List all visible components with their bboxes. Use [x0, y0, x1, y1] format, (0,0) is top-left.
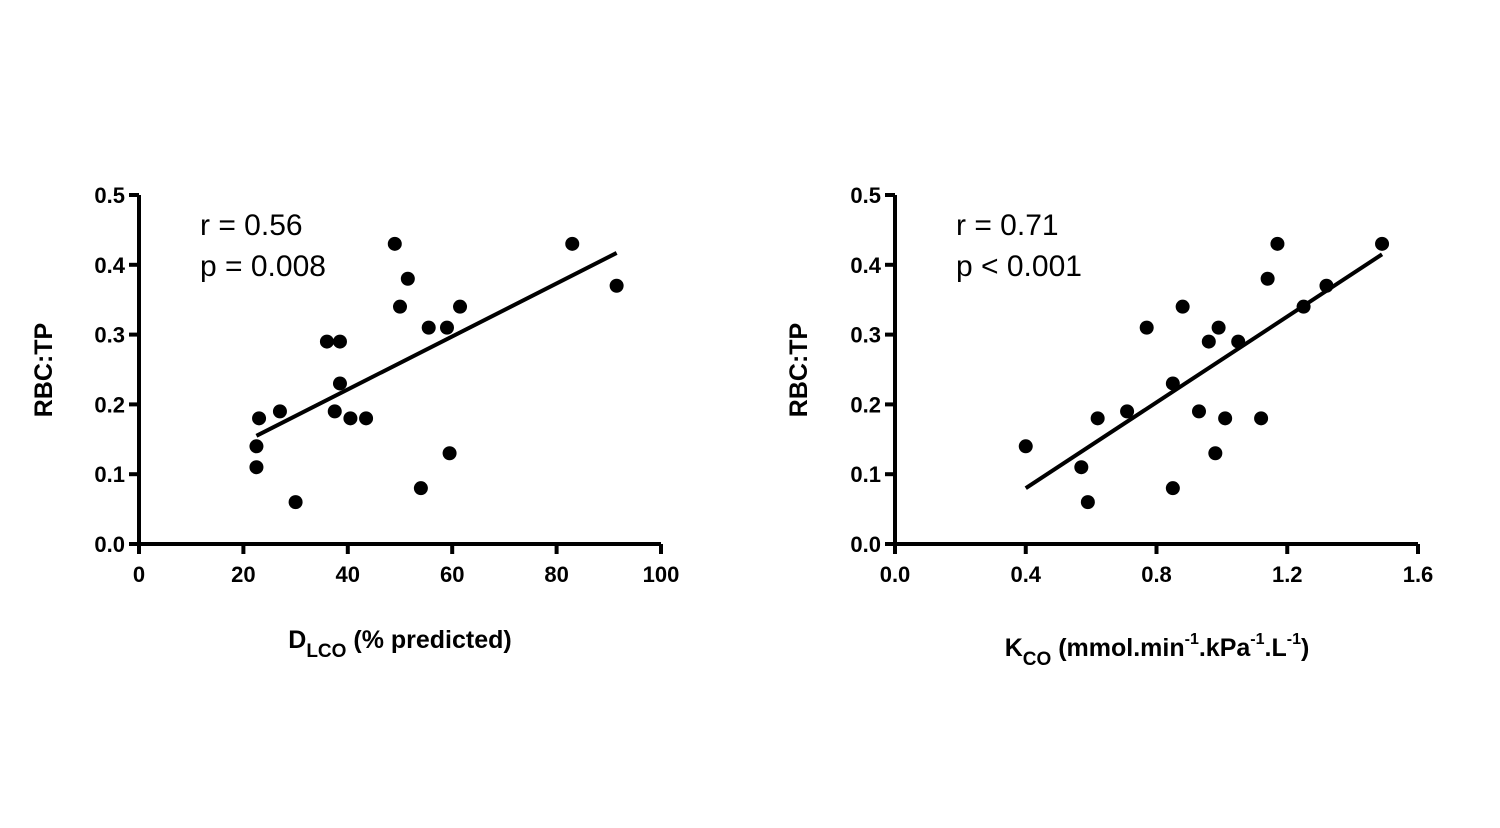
y-tick-label: 0.4: [94, 253, 125, 278]
data-point: [1139, 320, 1154, 335]
x-tick-label: 0.4: [1010, 562, 1041, 587]
x-axis-title: KCO (mmol.min-1.kPa-1.L-1): [1005, 631, 1310, 670]
data-points: [1018, 236, 1390, 510]
data-point: [272, 404, 287, 419]
y-tick-label: 0.5: [850, 183, 881, 208]
regression-line: [255, 251, 618, 438]
data-points: [249, 236, 624, 510]
x-tick-label: 0.8: [1141, 562, 1172, 587]
data-point: [1165, 376, 1180, 391]
data-point: [1120, 404, 1135, 419]
y-tick-label: 0.3: [850, 323, 881, 348]
x-axis-title-sub: LCO: [306, 641, 346, 662]
data-point: [393, 299, 407, 314]
x-axis-title-rest: (% predicted): [346, 626, 511, 654]
data-point: [1260, 271, 1275, 286]
x-tick-label: 1.2: [1272, 562, 1303, 587]
data-point: [1080, 495, 1095, 510]
data-point: [1208, 446, 1223, 461]
data-point: [343, 411, 358, 426]
data-point: [400, 271, 415, 286]
data-point: [439, 320, 454, 335]
data-point: [1090, 411, 1105, 426]
data-point: [249, 439, 264, 454]
data-point: [1165, 481, 1180, 496]
y-axis-title: RBC:TP: [30, 323, 58, 417]
data-point: [421, 320, 436, 335]
axes: 0.0 0.1 0.2 0.3 0.4 0.5 0 20 40 60 80 100: [94, 183, 679, 587]
y-tick-label: 0.2: [850, 392, 881, 417]
chart-dlco: 0.00.10.20.30.40.50 20 40 60 80 100 r = 0.56 …: [30, 183, 679, 662]
x-axis-title-sup-3: -1: [1287, 631, 1301, 648]
y-tick-label: 0.0: [94, 532, 125, 557]
y-tick-label: 0.1: [94, 462, 125, 487]
x-tick-label: 0.0: [880, 562, 911, 587]
data-point: [609, 278, 624, 293]
data-point: [1175, 299, 1190, 314]
x-tick-label: 0: [133, 562, 145, 587]
data-point: [332, 376, 347, 391]
data-point: [453, 299, 468, 314]
x-tick-label: 100: [643, 562, 680, 587]
x-axis-title: DLCO (% predicted): [288, 626, 511, 662]
x-tick-label: 40: [336, 562, 360, 587]
data-point: [1319, 278, 1334, 293]
data-point: [1201, 334, 1216, 349]
data-point: [1218, 411, 1233, 426]
data-point: [442, 446, 457, 461]
y-tick-label: 0.2: [94, 392, 125, 417]
data-point: [1270, 236, 1285, 251]
data-point: [413, 481, 428, 496]
p-annotation: p < 0.001: [956, 250, 1082, 283]
data-point: [1211, 320, 1226, 335]
data-point: [1018, 439, 1033, 454]
data-point: [327, 404, 342, 419]
data-point: [1074, 460, 1089, 475]
chart-kco: 0.0 0.1 0.2 0.3 0.4 0.5 0.0 0.4 0.8 1.2 1.6 r = 0.…: [785, 183, 1433, 670]
r-annotation: r = 0.56: [200, 209, 303, 242]
axes: 0.0 0.1 0.2 0.3 0.4 0.5 0.0 0.4 0.8 1.2 1.6: [850, 183, 1433, 587]
x-tick-label: 80: [544, 562, 568, 587]
y-tick-label: 0.0: [850, 532, 881, 557]
x-axis-title-main: K: [1005, 634, 1023, 662]
data-point: [252, 411, 267, 426]
x-axis-title-sup-2: -1: [1250, 631, 1264, 648]
p-annotation: p = 0.008: [200, 250, 326, 283]
data-point: [387, 236, 402, 251]
x-axis-title-unit-3: ): [1301, 634, 1309, 662]
y-tick-label: 0.3: [94, 323, 125, 348]
y-tick-label: 0.5: [94, 183, 125, 208]
data-point: [1254, 411, 1269, 426]
x-axis-title-main: D: [288, 626, 306, 654]
data-point: [359, 411, 374, 426]
x-axis-title-sub: CO: [1023, 649, 1052, 670]
regression-line: [1024, 252, 1384, 490]
data-point: [1296, 299, 1311, 314]
data-point: [1375, 236, 1390, 251]
y-tick-label: 0.4: [850, 253, 881, 278]
data-point: [288, 495, 303, 510]
data-point: [249, 460, 264, 475]
x-tick-label: 20: [231, 562, 255, 587]
x-axis-title-sup-1: -1: [1185, 631, 1199, 648]
data-point: [565, 236, 580, 251]
data-point: [1231, 334, 1246, 349]
x-axis-title-rest: (mmol.min: [1051, 634, 1184, 662]
data-point: [332, 334, 347, 349]
x-axis-title-unit-2: .L: [1265, 634, 1287, 662]
x-tick-label: 60: [440, 562, 464, 587]
data-point: [1191, 404, 1206, 419]
y-tick-label: 0.1: [850, 462, 881, 487]
y-axis-title: RBC:TP: [785, 323, 813, 417]
x-axis-title-unit-1: .kPa: [1199, 634, 1252, 662]
x-tick-label: 1.6: [1403, 562, 1434, 587]
data-point: [319, 334, 334, 349]
r-annotation: r = 0.71: [956, 209, 1059, 242]
